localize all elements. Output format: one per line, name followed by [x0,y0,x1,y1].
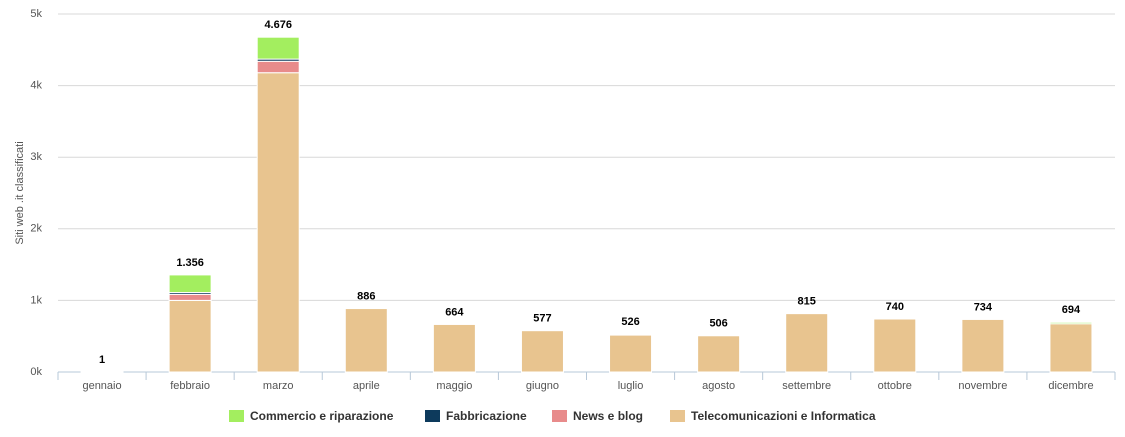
bar-segment [345,309,387,372]
bar-segment [698,336,740,372]
legend-label: News e blog [573,409,643,423]
x-tick-label: agosto [702,380,735,392]
bar-segment [433,324,475,372]
y-axis-label: Siti web .it classificati [14,141,26,244]
legend-label: Commercio e riparazione [250,409,394,423]
y-tick-label: 2k [30,223,42,235]
bar-segment [169,275,211,293]
legend-label: Telecomunicazioni e Informatica [691,409,876,423]
total-label: 694 [1062,304,1081,316]
x-tick-label: gennaio [82,380,121,392]
legend-label: Fabbricazione [446,409,527,423]
x-tick-label: aprile [353,380,380,392]
total-label: 4.676 [264,19,292,31]
bar-segment [169,294,211,300]
legend-swatch [670,410,685,422]
x-tick-label: settembre [782,380,831,392]
bar-segment [1050,324,1092,372]
bar-segment [1050,322,1092,323]
x-tick-label: giugno [526,380,559,392]
bar-segment [962,319,1004,372]
bar-segment [874,319,916,372]
y-tick-label: 5k [30,8,42,20]
total-label: 734 [974,301,993,313]
total-label: 740 [886,301,904,313]
total-label: 506 [709,318,727,330]
x-tick-label: maggio [436,380,472,392]
y-tick-label: 0k [30,366,42,378]
total-label: 886 [357,290,375,302]
x-tick-label: marzo [263,380,294,392]
y-tick-label: 1k [30,294,42,306]
x-tick-label: dicembre [1048,380,1093,392]
total-label: 1.356 [176,257,204,269]
legend-swatch [229,410,244,422]
bar-segment [610,335,652,372]
bar-segment [610,334,652,335]
x-tick-label: luglio [618,380,644,392]
legend-swatch [552,410,567,422]
bar-segment [521,331,563,372]
y-tick-label: 4k [30,80,42,92]
total-label: 1 [99,354,105,366]
bar-segment [786,314,828,372]
bar-segment [257,61,299,72]
bar-segment [257,37,299,59]
bar-segment [169,300,211,372]
total-label: 664 [445,306,464,318]
bar-segment [257,73,299,372]
x-tick-label: ottobre [878,380,912,392]
total-label: 577 [533,313,551,325]
total-label: 526 [621,316,639,328]
total-label: 815 [798,296,816,308]
y-tick-label: 3k [30,151,42,163]
x-tick-label: novembre [958,380,1007,392]
legend-swatch [425,410,440,422]
x-tick-label: febbraio [170,380,210,392]
